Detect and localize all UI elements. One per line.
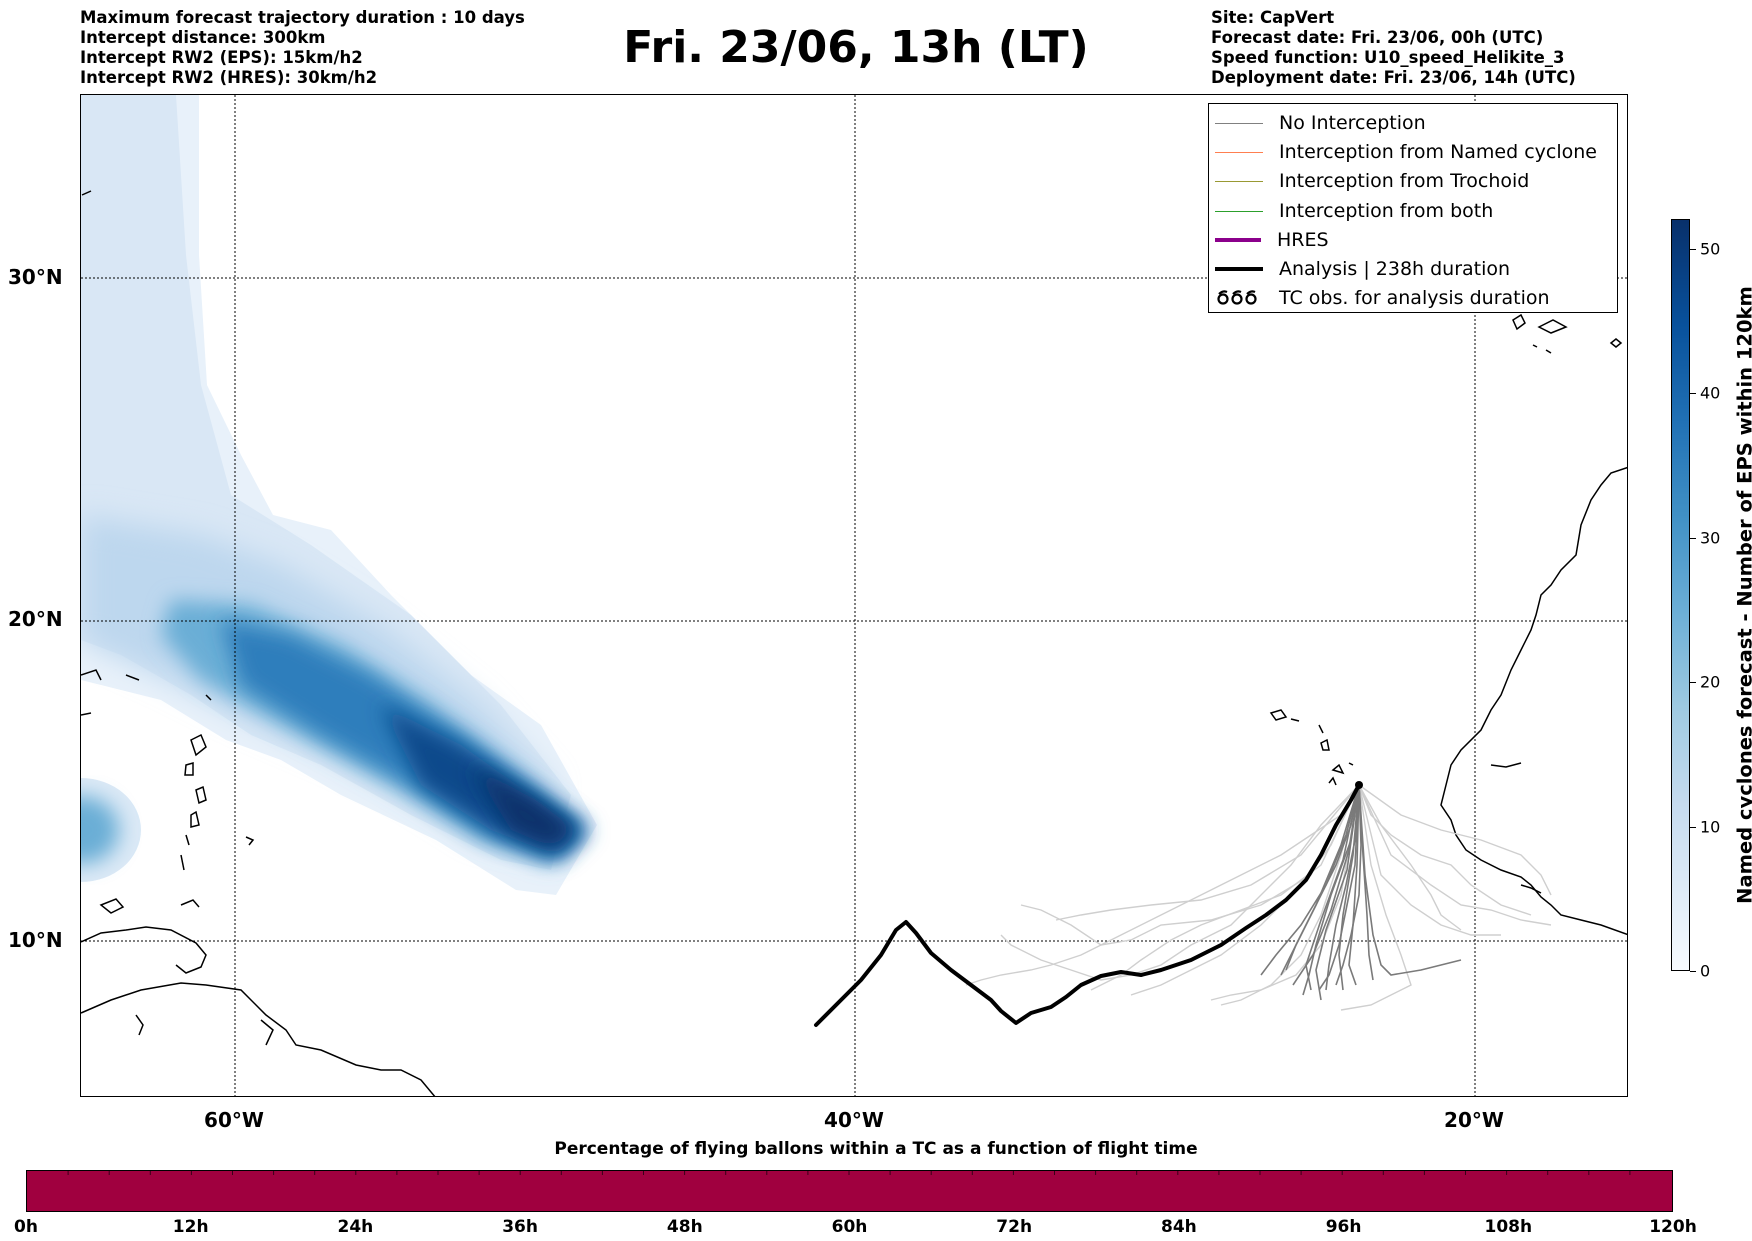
map-canvas[interactable] xyxy=(81,95,1628,1097)
legend-label: HRES xyxy=(1277,228,1329,251)
colorbar-tick-label: 50 xyxy=(1700,239,1721,259)
legend-label: Analysis | 238h duration xyxy=(1279,258,1511,281)
speed-function-text: Speed function: U10_speed_Helikite_3 xyxy=(1211,48,1565,67)
timebar-label: 84h xyxy=(1161,1217,1197,1237)
timebar-label: 36h xyxy=(502,1217,538,1237)
legend-line-purple xyxy=(1215,230,1261,250)
intercept-distance-text: Intercept distance: 300km xyxy=(80,28,326,47)
timebar-ticks xyxy=(67,1171,1631,1175)
colorbar-tick xyxy=(1690,538,1696,539)
legend-label: Interception from Trochoid xyxy=(1279,170,1530,193)
map-legend: No Interception Interception from Named … xyxy=(1208,103,1618,313)
deployment-date-text: Deployment date: Fri. 23/06, 14h (UTC) xyxy=(1211,68,1576,87)
legend-label: No Interception xyxy=(1279,111,1426,134)
site-info: Site: CapVert Forecast date: Fri. 23/06,… xyxy=(1211,8,1576,88)
legend-line-black xyxy=(1215,259,1263,279)
ensemble-trajectories-light xyxy=(965,784,1552,1011)
colorbar-title: Named cyclones forecast - Number of EPS … xyxy=(1733,286,1752,904)
colorbar-tick-label: 20 xyxy=(1700,672,1721,692)
timebar-label: 24h xyxy=(337,1217,374,1237)
legend-label: TC obs. for analysis duration xyxy=(1279,287,1550,310)
legend-item-tc-obs: TC obs. for analysis duration xyxy=(1209,284,1617,313)
forecast-parameters: Maximum forecast trajectory duration : 1… xyxy=(80,8,525,88)
legend-label: Interception from both xyxy=(1279,199,1494,222)
timebar-label: 96h xyxy=(1325,1217,1362,1237)
legend-item-no-interception: No Interception xyxy=(1209,108,1617,137)
colorbar-tick xyxy=(1690,249,1696,250)
timebar-label: 48h xyxy=(666,1217,703,1237)
colorbar-tick-label: 0 xyxy=(1700,961,1711,981)
cyclone-density-field xyxy=(81,95,597,895)
legend-item-trochoid: Interception from Trochoid xyxy=(1209,167,1617,196)
timebar-title: Percentage of flying ballons within a TC… xyxy=(554,1139,1198,1159)
legend-line-gray xyxy=(1215,113,1263,133)
forecast-date-text: Forecast date: Fri. 23/06, 00h (UTC) xyxy=(1211,28,1544,47)
timebar-label: 108h xyxy=(1484,1217,1533,1237)
lat-label-20n: 20°N xyxy=(8,607,63,631)
timebar-label: 120h xyxy=(1649,1217,1697,1237)
lat-label-30n: 30°N xyxy=(8,265,63,289)
lon-label-40w: 40°W xyxy=(824,1108,884,1132)
legend-item-both: Interception from both xyxy=(1209,196,1617,225)
lat-label-10n: 10°N xyxy=(8,928,63,952)
colorbar-tick-label: 40 xyxy=(1700,383,1721,403)
analysis-track xyxy=(814,783,1361,1027)
page-title: Fri. 23/06, 13h (LT) xyxy=(623,22,1089,73)
timebar-label: 60h xyxy=(831,1217,868,1237)
legend-line-green xyxy=(1215,201,1263,221)
deployment-site-marker xyxy=(1355,781,1363,789)
timebar-label: 72h xyxy=(996,1217,1033,1237)
legend-item-named-cyclone: Interception from Named cyclone xyxy=(1209,137,1617,166)
colorbar-tick-label: 10 xyxy=(1700,817,1721,837)
legend-line-olive xyxy=(1215,171,1263,191)
cyclone-symbols-icon xyxy=(1215,288,1263,308)
map-panel[interactable] xyxy=(80,94,1628,1097)
graticule xyxy=(81,95,1627,1096)
coastlines xyxy=(81,190,1627,1096)
max-duration-text: Maximum forecast trajectory duration : 1… xyxy=(80,8,525,27)
intercept-eps-text: Intercept RW2 (EPS): 15km/h2 xyxy=(80,48,363,67)
colorbar-tick xyxy=(1690,971,1696,972)
timebar-label: 0h xyxy=(14,1217,38,1237)
legend-item-hres: HRES xyxy=(1209,225,1617,254)
flight-time-bar xyxy=(26,1170,1673,1212)
colorbar-tick xyxy=(1690,827,1696,828)
site-text: Site: CapVert xyxy=(1211,8,1335,27)
lon-label-60w: 60°W xyxy=(204,1108,264,1132)
legend-line-orange xyxy=(1215,142,1263,162)
timebar-label: 12h xyxy=(172,1217,209,1237)
intercept-hres-text: Intercept RW2 (HRES): 30km/h2 xyxy=(80,68,378,87)
density-colorbar xyxy=(1671,219,1690,971)
colorbar-tick xyxy=(1690,682,1696,683)
ensemble-trajectories-dark xyxy=(1260,784,1462,1001)
legend-label: Interception from Named cyclone xyxy=(1279,140,1597,163)
lon-label-20w: 20°W xyxy=(1444,1108,1504,1132)
colorbar-tick-label: 30 xyxy=(1700,528,1721,548)
colorbar-tick xyxy=(1690,393,1696,394)
legend-item-analysis: Analysis | 238h duration xyxy=(1209,254,1617,283)
